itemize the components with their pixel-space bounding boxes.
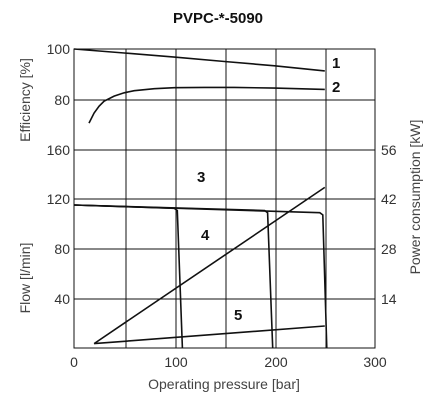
curve-label-2: 2	[332, 79, 340, 96]
flow-curve-3-1	[73, 204, 274, 349]
tick-flow-80: 80	[54, 241, 70, 257]
flow-curve-3-0	[73, 204, 184, 349]
tick-power-14: 14	[381, 291, 397, 307]
tick-power-28: 28	[381, 241, 397, 257]
tick-x-0: 0	[70, 354, 78, 370]
tick-power-56: 56	[381, 142, 397, 158]
flow-curve-5-4	[94, 325, 325, 345]
x-axis-label: Operating pressure [bar]	[148, 376, 300, 392]
efficiency-curve-1-0	[73, 48, 325, 72]
curve-label-3: 3	[197, 169, 205, 186]
tick-eff-100: 100	[47, 41, 71, 57]
chart-title: PVPC-*-5090	[173, 10, 263, 27]
curve-label-1: 1	[332, 55, 340, 72]
efficiency-axis-label: Efficiency [%]	[17, 58, 33, 142]
flow-curve-4-3	[93, 186, 326, 345]
tick-flow-160: 160	[47, 142, 71, 158]
curve-label-5: 5	[234, 307, 242, 324]
curve-label-4: 4	[201, 227, 210, 244]
tick-flow-120: 120	[47, 191, 71, 207]
tick-x-200: 200	[264, 354, 288, 370]
flow-axis-label: Flow [l/min]	[17, 243, 33, 314]
flow-curve-3-2	[73, 204, 328, 349]
tick-flow-40: 40	[54, 291, 70, 307]
tick-eff-80: 80	[54, 92, 70, 108]
power-axis-label: Power consumption [kW]	[407, 120, 423, 275]
tick-x-300: 300	[363, 354, 387, 370]
tick-power-42: 42	[381, 191, 397, 207]
efficiency-curve-2-1	[88, 86, 325, 124]
tick-x-100: 100	[164, 354, 188, 370]
curves	[73, 48, 328, 349]
